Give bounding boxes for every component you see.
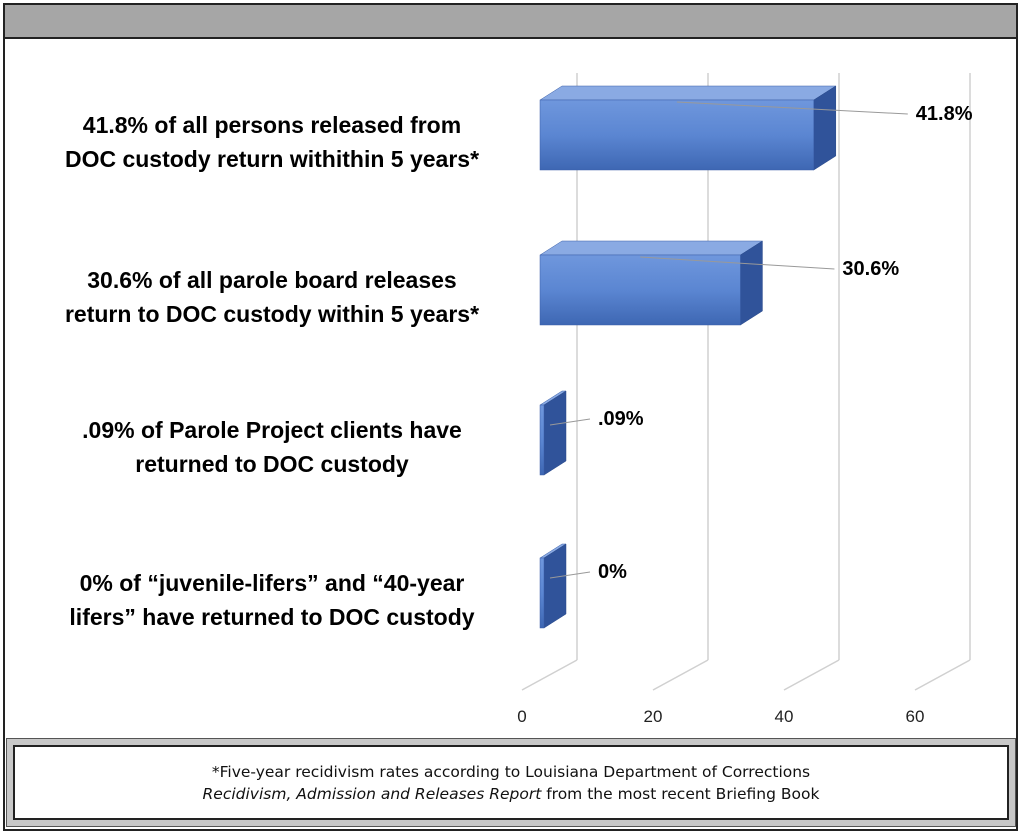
category-label: DOC custody return withithin 5 years* [65, 146, 479, 172]
footnote-line-2: Recidivism, Admission and Releases Repor… [203, 783, 820, 805]
gridline-floor [652, 659, 709, 691]
category-label: .09% of Parole Project clients have [82, 417, 462, 443]
title-bar [5, 5, 1016, 39]
bar-top [539, 85, 837, 101]
x-tick-label: 40 [775, 707, 794, 726]
footnote-panel: *Five-year recidivism rates according to… [6, 738, 1016, 827]
category-label: 41.8% of all persons released from [83, 112, 461, 138]
category-label: 0% of “juvenile-lifers” and “40-year [80, 570, 465, 596]
gridline-floor [914, 659, 971, 691]
category-label: lifers” have returned to DOC custody [69, 604, 474, 630]
data-label: .09% [598, 408, 644, 430]
bar-side [543, 543, 567, 629]
bar-side [740, 240, 763, 326]
footnote-report-title: Recidivism, Admission and Releases Repor… [202, 784, 542, 803]
x-tick-label: 0 [517, 707, 526, 726]
category-label: returned to DOC custody [135, 451, 409, 477]
chart-frame [3, 3, 1018, 831]
gridline-floor [783, 659, 840, 691]
leader-line [676, 101, 908, 115]
x-tick-label: 60 [906, 707, 925, 726]
gridline-floor [521, 659, 578, 691]
category-label: return to DOC custody within 5 years* [65, 301, 479, 327]
footnote-line-2-rest: from the most recent Briefing Book [541, 784, 820, 803]
bar-side [543, 390, 567, 476]
bar-top [539, 240, 764, 256]
footnote-line-1: *Five-year recidivism rates according to… [211, 762, 811, 781]
bar [539, 557, 545, 629]
leader-line [549, 571, 591, 579]
data-label: 41.8% [916, 103, 973, 125]
bar [539, 404, 545, 476]
x-tick-label: 20 [644, 707, 663, 726]
bar [539, 254, 741, 326]
data-label: 0% [598, 561, 627, 583]
leader-line [549, 418, 591, 426]
category-label: 30.6% of all parole board releases [87, 267, 456, 293]
bar [539, 99, 815, 171]
bar-chart: 0 20 40 60 41.8% 41.8% of all persons release… [65, 73, 973, 726]
footnote-box: *Five-year recidivism rates according to… [13, 745, 1009, 820]
leader-line [640, 256, 835, 270]
bar-side [813, 85, 837, 171]
data-label: 30.6% [842, 258, 899, 280]
